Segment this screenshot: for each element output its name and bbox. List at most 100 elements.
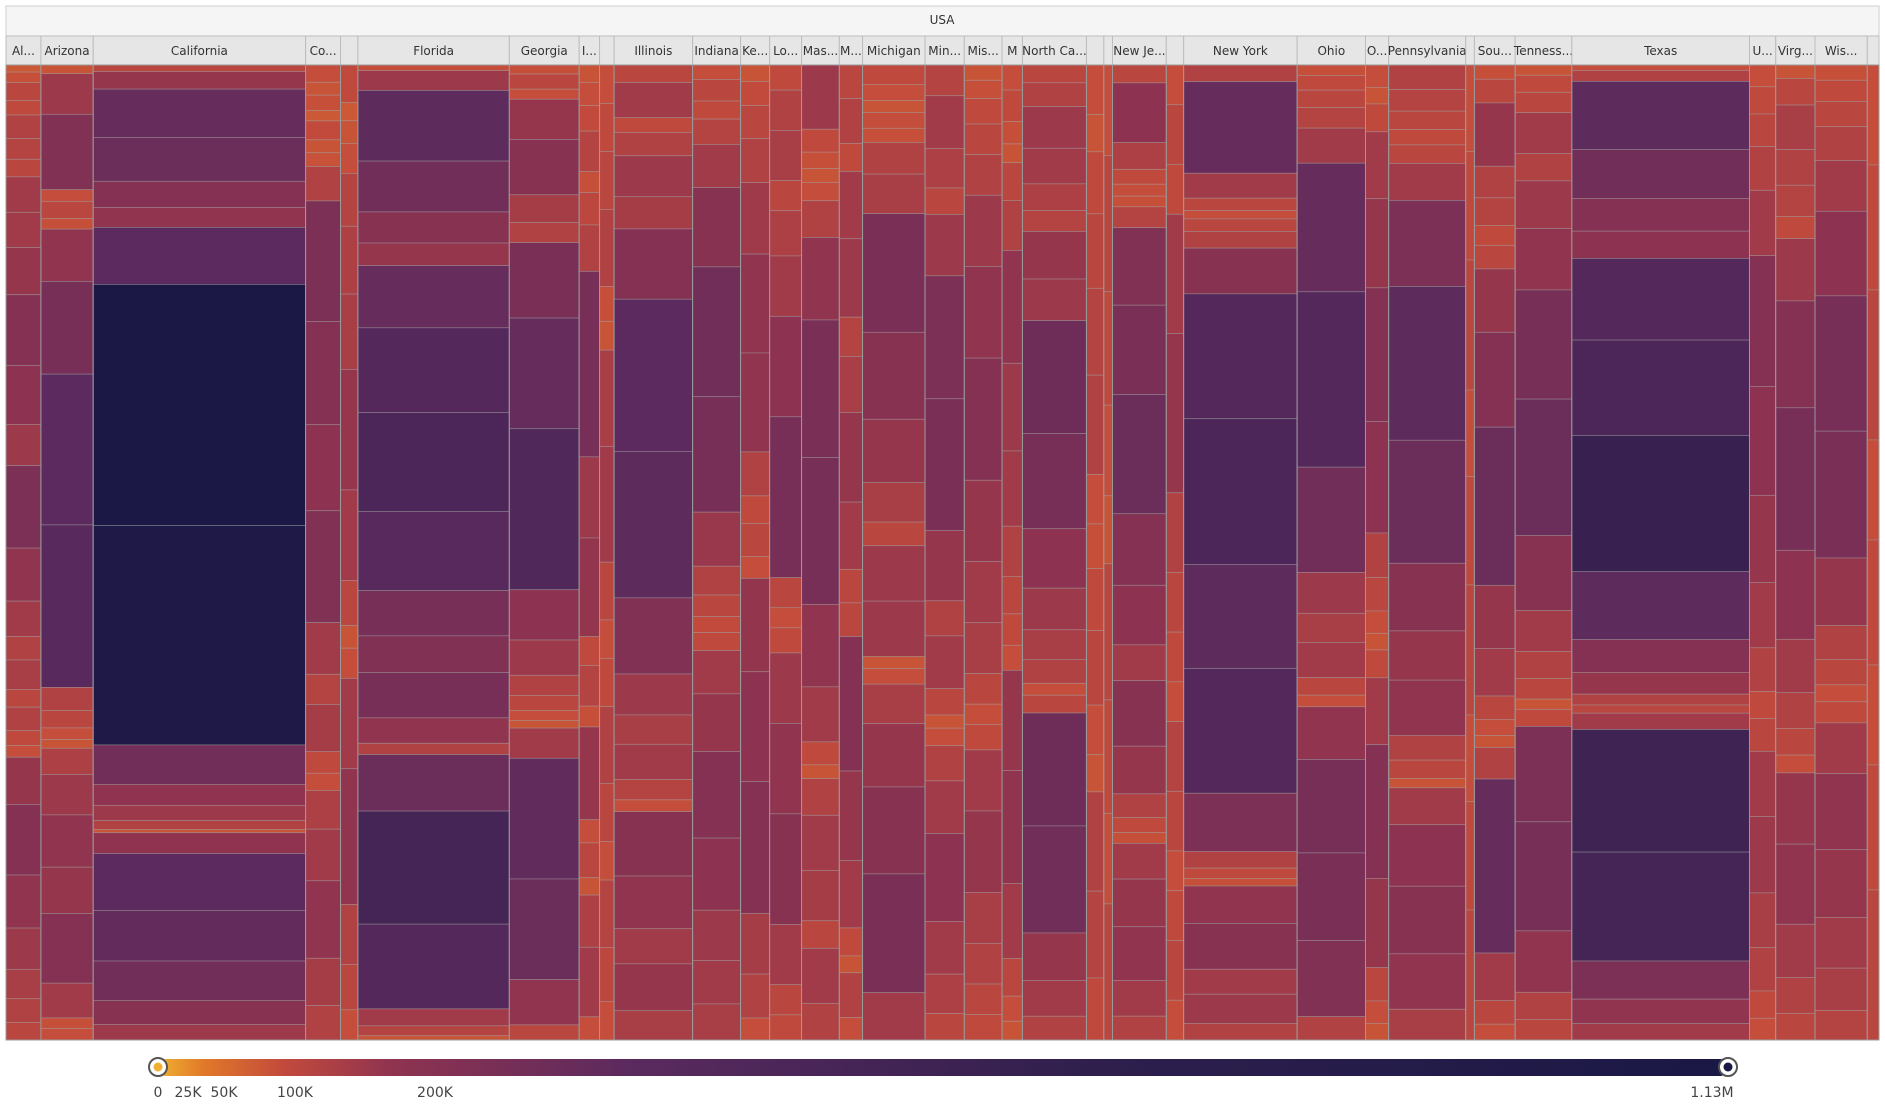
county-cell[interactable] bbox=[614, 299, 693, 451]
county-cell[interactable] bbox=[1749, 691, 1775, 718]
county-cell[interactable] bbox=[802, 320, 840, 458]
county-cell[interactable] bbox=[1002, 614, 1022, 645]
state-group[interactable]: Wis... bbox=[1815, 36, 1867, 1040]
county-cell[interactable] bbox=[1002, 363, 1022, 451]
county-cell[interactable] bbox=[306, 425, 341, 511]
county-cell[interactable] bbox=[358, 673, 509, 718]
county-cell[interactable] bbox=[1749, 114, 1775, 147]
county-cell[interactable] bbox=[1389, 90, 1466, 112]
county-cell[interactable] bbox=[1086, 755, 1103, 792]
county-cell[interactable] bbox=[6, 689, 41, 707]
county-cell[interactable] bbox=[358, 65, 509, 71]
county-cell[interactable] bbox=[509, 139, 579, 194]
county-cell[interactable] bbox=[1166, 791, 1183, 851]
county-cell[interactable] bbox=[41, 687, 93, 710]
county-cell[interactable] bbox=[509, 640, 579, 675]
county-cell[interactable] bbox=[839, 637, 862, 771]
county-cell[interactable] bbox=[1474, 427, 1515, 585]
county-cell[interactable] bbox=[41, 281, 93, 374]
county-cell[interactable] bbox=[925, 746, 964, 781]
county-cell[interactable] bbox=[802, 765, 840, 779]
county-cell[interactable] bbox=[1815, 211, 1867, 296]
county-cell[interactable] bbox=[41, 219, 93, 229]
county-cell[interactable] bbox=[770, 316, 802, 417]
county-cell[interactable] bbox=[925, 834, 964, 922]
county-cell[interactable] bbox=[1389, 200, 1466, 286]
county-cell[interactable] bbox=[925, 96, 964, 149]
county-cell[interactable] bbox=[741, 183, 770, 254]
county-cell[interactable] bbox=[1297, 90, 1365, 108]
county-cell[interactable] bbox=[693, 910, 741, 960]
county-cell[interactable] bbox=[1086, 978, 1103, 1040]
county-cell[interactable] bbox=[341, 143, 358, 173]
county-cell[interactable] bbox=[93, 805, 305, 820]
county-cell[interactable] bbox=[1184, 1023, 1297, 1040]
county-cell[interactable] bbox=[93, 137, 305, 181]
county-cell[interactable] bbox=[1466, 65, 1475, 152]
county-cell[interactable] bbox=[358, 1009, 509, 1026]
county-cell[interactable] bbox=[839, 502, 862, 569]
county-cell[interactable] bbox=[802, 169, 840, 183]
county-cell[interactable] bbox=[1515, 679, 1572, 699]
county-cell[interactable] bbox=[1365, 611, 1388, 633]
county-cell[interactable] bbox=[1389, 1009, 1466, 1040]
county-cell[interactable] bbox=[964, 99, 1002, 124]
county-cell[interactable] bbox=[1297, 65, 1365, 76]
county-cell[interactable] bbox=[863, 332, 925, 419]
county-cell[interactable] bbox=[1086, 474, 1103, 524]
county-cell[interactable] bbox=[964, 155, 1002, 196]
county-cell[interactable] bbox=[1365, 288, 1388, 422]
county-cell[interactable] bbox=[579, 538, 599, 637]
county-cell[interactable] bbox=[863, 993, 925, 1040]
county-cell[interactable] bbox=[741, 974, 770, 1018]
county-cell[interactable] bbox=[1776, 773, 1815, 844]
county-cell[interactable] bbox=[1749, 256, 1775, 387]
county-cell[interactable] bbox=[925, 276, 964, 399]
county-cell[interactable] bbox=[509, 429, 579, 590]
county-cell[interactable] bbox=[1086, 115, 1103, 152]
county-cell[interactable] bbox=[306, 704, 341, 751]
county-cell[interactable] bbox=[6, 548, 41, 601]
county-cell[interactable] bbox=[1022, 231, 1086, 279]
county-cell[interactable] bbox=[1365, 633, 1388, 650]
county-cell[interactable] bbox=[1776, 239, 1815, 301]
county-cell[interactable] bbox=[600, 152, 615, 210]
state-group[interactable]: Ohio bbox=[1297, 36, 1365, 1040]
county-cell[interactable] bbox=[1297, 1017, 1365, 1040]
county-cell[interactable] bbox=[1867, 440, 1879, 540]
county-cell[interactable] bbox=[1572, 70, 1750, 81]
county-cell[interactable] bbox=[1002, 645, 1022, 670]
county-cell[interactable] bbox=[509, 1025, 579, 1040]
county-cell[interactable] bbox=[693, 633, 741, 651]
county-cell[interactable] bbox=[1002, 771, 1022, 884]
county-cell[interactable] bbox=[1365, 65, 1388, 87]
county-cell[interactable] bbox=[1867, 540, 1879, 665]
county-cell[interactable] bbox=[1365, 678, 1388, 745]
county-cell[interactable] bbox=[1474, 585, 1515, 648]
county-cell[interactable] bbox=[1572, 258, 1750, 340]
county-cell[interactable] bbox=[93, 89, 305, 137]
county-cell[interactable] bbox=[1022, 588, 1086, 630]
county-cell[interactable] bbox=[964, 358, 1002, 480]
county-cell[interactable] bbox=[1166, 334, 1183, 493]
county-cell[interactable] bbox=[579, 457, 599, 538]
county-cell[interactable] bbox=[1515, 699, 1572, 709]
county-cell[interactable] bbox=[1466, 477, 1475, 585]
county-cell[interactable] bbox=[93, 1001, 305, 1025]
county-cell[interactable] bbox=[1572, 713, 1750, 729]
county-cell[interactable] bbox=[6, 100, 41, 115]
state-group[interactable]: U... bbox=[1749, 36, 1775, 1040]
county-cell[interactable] bbox=[863, 668, 925, 684]
county-cell[interactable] bbox=[1297, 853, 1365, 941]
county-cell[interactable] bbox=[1474, 649, 1515, 696]
county-cell[interactable] bbox=[1474, 953, 1515, 1000]
county-cell[interactable] bbox=[925, 1014, 964, 1040]
county-cell[interactable] bbox=[1022, 933, 1086, 981]
county-cell[interactable] bbox=[41, 728, 93, 740]
county-cell[interactable] bbox=[1572, 640, 1750, 673]
county-cell[interactable] bbox=[1776, 639, 1815, 692]
county-cell[interactable] bbox=[579, 878, 599, 895]
county-cell[interactable] bbox=[306, 65, 341, 82]
county-cell[interactable] bbox=[1365, 199, 1388, 288]
county-cell[interactable] bbox=[964, 124, 1002, 155]
